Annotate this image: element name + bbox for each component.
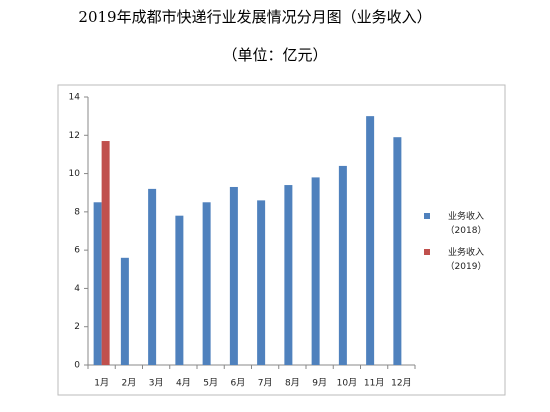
- x-tick-label: 5月: [203, 378, 218, 389]
- legend-label: 业务收入（2018）: [445, 212, 487, 236]
- bar: [393, 137, 402, 365]
- y-tick-label: 14: [69, 93, 81, 103]
- bar: [257, 200, 266, 365]
- bar: [148, 188, 157, 365]
- bar: [175, 215, 184, 365]
- bar: [120, 257, 129, 365]
- chart-border: [57, 84, 506, 396]
- x-tick-label: 11月: [364, 378, 384, 389]
- chart-title: 2019年成都市快递行业发展情况分月图（业务收入）: [78, 8, 431, 26]
- bar: [229, 186, 238, 365]
- x-tick-label: 7月: [258, 378, 273, 389]
- legend: 业务收入（2018） 业务收入（2019）: [424, 210, 504, 282]
- bar: [311, 177, 320, 365]
- x-tick-label: 2月: [122, 378, 137, 389]
- legend-item: 业务收入（2018）: [424, 210, 504, 238]
- x-tick-label: 8月: [285, 378, 300, 389]
- legend-swatch: [424, 213, 430, 219]
- y-tick-label: 4: [74, 284, 80, 294]
- y-tick-label: 10: [69, 169, 81, 179]
- bar: [284, 185, 293, 365]
- y-tick-label: 6: [74, 246, 80, 256]
- bar: [93, 202, 102, 365]
- x-tick-label: 10月: [337, 378, 357, 389]
- y-tick-label: 0: [74, 361, 80, 371]
- chart-subtitle: （单位：亿元）: [222, 46, 327, 64]
- legend-label: 业务收入（2019）: [445, 248, 487, 272]
- y-tick-label: 12: [69, 131, 80, 141]
- bar: [338, 165, 347, 365]
- x-tick-label: 12月: [391, 378, 411, 389]
- x-tick-label: 1月: [94, 378, 109, 389]
- x-tick-label: 9月: [312, 378, 327, 389]
- legend-swatch: [424, 249, 430, 255]
- x-tick-label: 6月: [231, 378, 246, 389]
- bar: [366, 116, 375, 366]
- y-tick-label: 8: [74, 207, 80, 217]
- y-tick-label: 2: [74, 322, 80, 332]
- bar: [101, 141, 110, 365]
- bar: [202, 202, 211, 365]
- x-tick-label: 3月: [149, 378, 164, 389]
- x-tick-label: 4月: [176, 378, 191, 389]
- legend-item: 业务收入（2019）: [424, 246, 504, 274]
